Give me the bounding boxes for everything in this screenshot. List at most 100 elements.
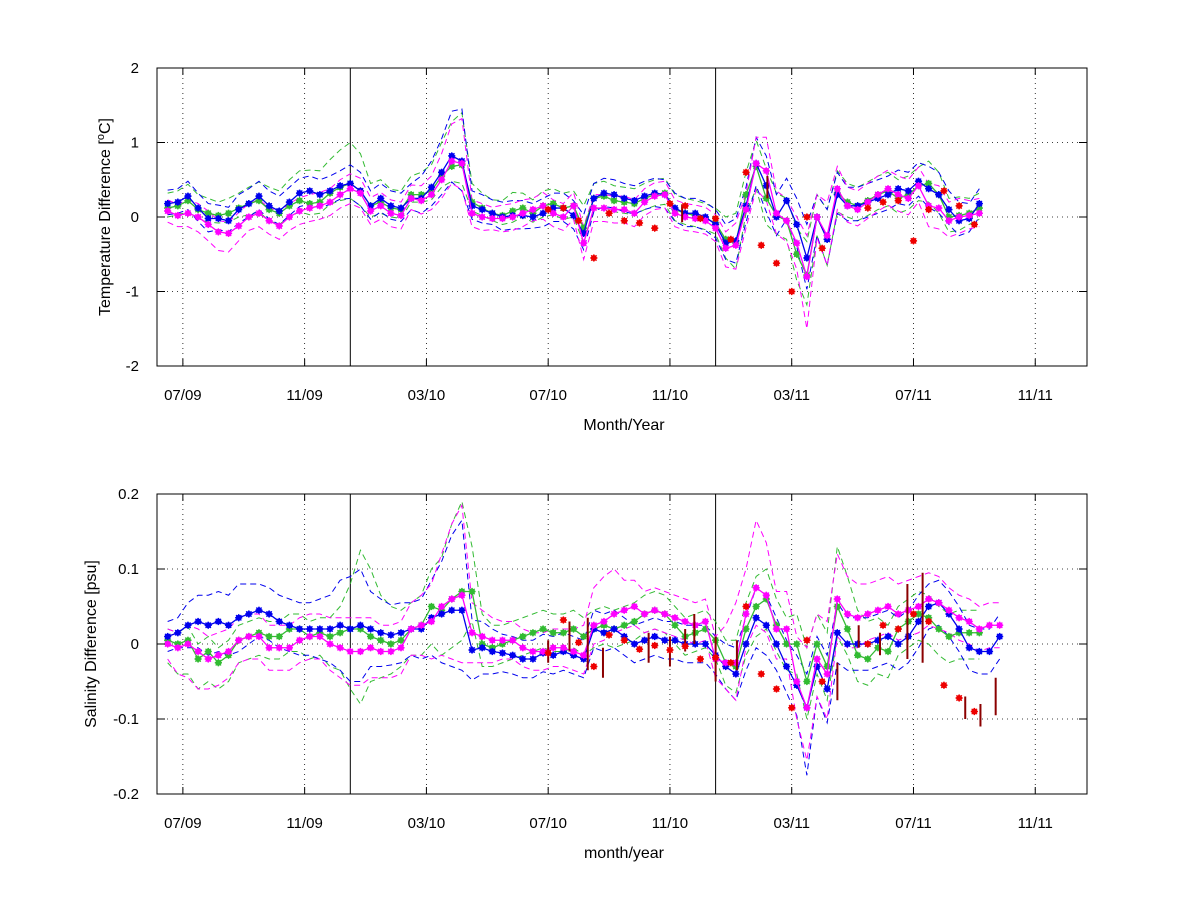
- blue-envelope-lower: [167, 181, 980, 290]
- magenta-point: [864, 198, 872, 206]
- blue-point: [316, 191, 324, 199]
- green-point: [813, 640, 821, 648]
- blue-point: [925, 185, 933, 193]
- red-observation-point: [666, 199, 674, 208]
- red-observation-point: [575, 638, 583, 647]
- blue-point: [955, 625, 963, 633]
- green-point: [224, 209, 233, 217]
- blue-point: [975, 647, 983, 656]
- magenta-point: [427, 191, 436, 199]
- red-observation-point: [559, 616, 567, 624]
- magenta-point: [377, 202, 385, 210]
- magenta-point: [174, 211, 182, 220]
- magenta-point: [306, 204, 314, 212]
- magenta-point: [681, 617, 689, 626]
- magenta-point: [448, 595, 456, 603]
- magenta-point: [580, 239, 588, 247]
- blue-point: [174, 198, 182, 206]
- blue-point: [295, 189, 304, 197]
- green-point: [549, 199, 557, 208]
- red-observation-point: [635, 219, 644, 227]
- x-tick-label: 07/11: [895, 815, 931, 832]
- magenta-point: [295, 636, 304, 644]
- blue-point: [214, 617, 222, 626]
- magenta-point: [630, 602, 638, 611]
- blue-point: [255, 606, 263, 614]
- green-point: [204, 647, 212, 656]
- blue-point: [275, 617, 283, 626]
- y-tick-label: -1: [126, 284, 139, 301]
- red-observation-point: [970, 220, 978, 229]
- salinity-panel: 07/09 11/09 03/10 07/10 11/10 03/11 07/11 11/11…: [83, 486, 1088, 862]
- magenta-point: [833, 185, 841, 193]
- x-tick-label: 03/11: [773, 387, 809, 404]
- blue-point: [194, 617, 202, 626]
- green-point: [884, 647, 892, 656]
- magenta-point: [762, 167, 770, 175]
- green-point: [549, 629, 557, 637]
- blue-point: [448, 606, 456, 614]
- y-tick-label: -0.1: [113, 711, 139, 728]
- magenta-point: [752, 159, 760, 167]
- green-point: [854, 651, 862, 659]
- blue-point: [833, 629, 841, 637]
- red-observation-point: [803, 636, 811, 644]
- magenta-point: [519, 644, 527, 652]
- x-tick-label: 03/10: [408, 387, 446, 404]
- blue-point: [235, 205, 243, 214]
- magenta-point: [874, 606, 882, 614]
- blue-point: [884, 632, 892, 641]
- magenta-point: [965, 617, 973, 626]
- magenta-point: [498, 214, 507, 223]
- blue-point: [661, 636, 669, 644]
- blue-point: [377, 629, 385, 637]
- x-axis-label: Month/Year: [583, 417, 665, 434]
- magenta-point: [407, 625, 415, 633]
- blue-point: [640, 636, 649, 644]
- magenta-point: [498, 636, 507, 644]
- y-tick-label: 0: [131, 636, 139, 653]
- blue-point: [468, 646, 476, 654]
- y-tick-label: 0.1: [118, 561, 139, 578]
- magenta-point: [184, 640, 192, 648]
- blue-point: [224, 217, 233, 225]
- magenta-point: [752, 584, 760, 592]
- magenta-point: [407, 194, 415, 202]
- red-observation-point: [590, 662, 598, 671]
- green-point: [559, 629, 567, 637]
- magenta-envelope-lower: [167, 624, 1000, 761]
- magenta-point: [204, 655, 212, 663]
- green-point: [214, 659, 222, 667]
- magenta-point: [316, 632, 324, 641]
- magenta-point: [377, 647, 385, 656]
- magenta-point: [874, 191, 882, 199]
- red-observation-point: [940, 187, 948, 195]
- magenta-point: [529, 647, 537, 656]
- magenta-point: [894, 610, 902, 618]
- red-observation-point: [894, 197, 902, 205]
- magenta-point: [651, 606, 659, 614]
- magenta-point: [245, 213, 253, 221]
- magenta-point: [732, 241, 740, 249]
- blue-point: [529, 655, 537, 663]
- blue-point: [214, 214, 222, 223]
- magenta-point: [854, 614, 862, 622]
- red-observation-point: [909, 237, 918, 245]
- magenta-point: [549, 644, 557, 652]
- red-observation-point: [818, 677, 826, 686]
- magenta-point: [935, 599, 943, 607]
- blue-point: [275, 207, 283, 215]
- red-observation-point: [620, 217, 628, 225]
- blue-point: [326, 187, 334, 195]
- blue-point: [823, 685, 831, 693]
- magenta-point: [955, 213, 963, 221]
- magenta-point: [894, 191, 902, 199]
- magenta-point: [803, 704, 811, 712]
- magenta-point: [965, 211, 973, 220]
- magenta-point: [610, 610, 618, 618]
- magenta-point: [275, 644, 283, 652]
- magenta-point: [458, 591, 466, 599]
- blue-point: [366, 625, 375, 633]
